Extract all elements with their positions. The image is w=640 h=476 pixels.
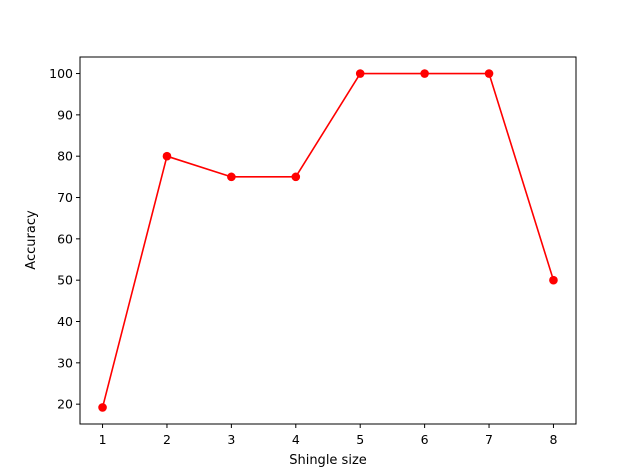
x-tick-label: 8	[549, 432, 557, 447]
y-tick-label: 30	[57, 355, 73, 370]
data-point	[355, 69, 365, 78]
y-axis-label: Accuracy	[24, 210, 39, 270]
data-point	[549, 275, 558, 285]
y-tick-label: 70	[57, 190, 73, 205]
y-tick-label: 40	[57, 314, 73, 329]
x-tick-label: 6	[421, 432, 429, 447]
x-axis-ticks: 1 2 3 4 5 6 7 8	[99, 424, 557, 447]
data-point	[227, 172, 236, 182]
x-tick-label: 7	[485, 432, 493, 447]
data-point	[98, 403, 107, 412]
data-point	[291, 172, 301, 182]
plot-background	[80, 57, 576, 424]
data-point	[420, 69, 429, 78]
x-axis-label: Shingle size	[289, 453, 367, 468]
y-tick-label: 80	[57, 149, 73, 164]
plot-frame	[79, 56, 577, 425]
y-tick-label: 100	[49, 66, 73, 81]
y-tick-label: 60	[57, 231, 73, 246]
data-point	[484, 69, 494, 78]
y-axis-ticks: 20 30 40 50 60 70 80 90 100	[49, 66, 80, 412]
y-tick-label: 90	[57, 107, 73, 122]
x-tick-label: 1	[99, 432, 107, 447]
y-tick-label: 50	[57, 273, 73, 288]
series-line	[101, 72, 555, 408]
x-tick-label: 4	[292, 432, 300, 447]
x-tick-label: 2	[163, 432, 171, 447]
series-layer	[98, 69, 558, 412]
y-tick-label: 20	[57, 397, 73, 412]
data-point	[162, 151, 172, 161]
x-tick-label: 5	[356, 432, 364, 447]
x-tick-label: 3	[227, 432, 235, 447]
